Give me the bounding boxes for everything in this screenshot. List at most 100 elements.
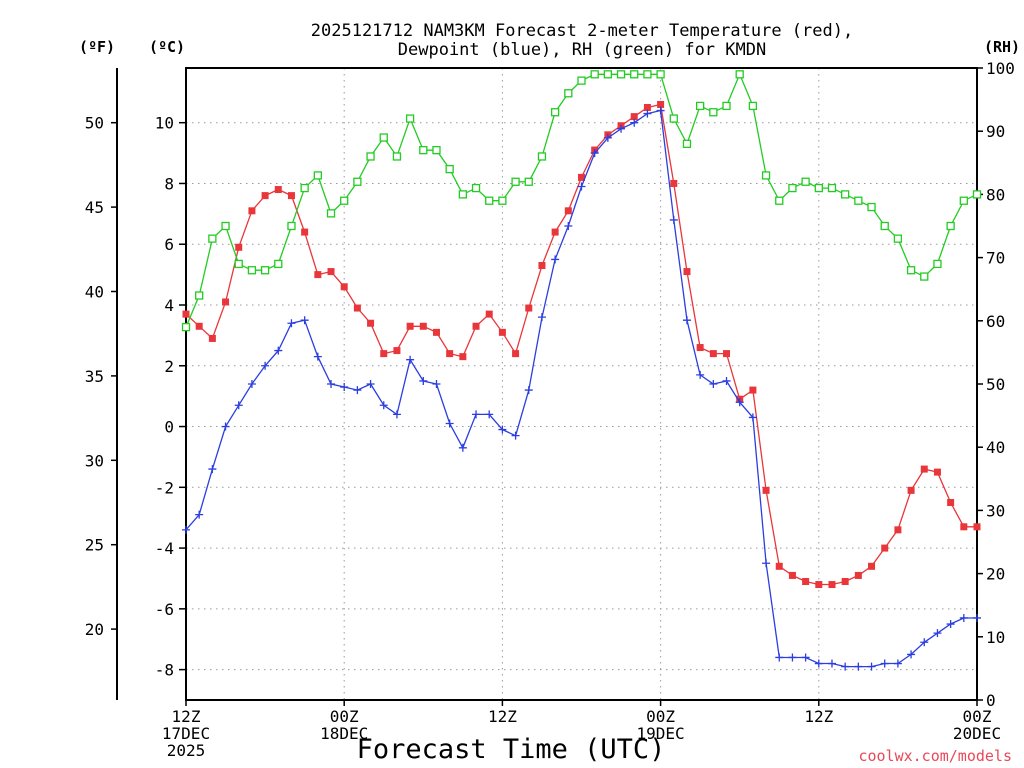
time-tick-label: 18DEC bbox=[320, 724, 368, 743]
rh-point bbox=[827, 183, 837, 193]
temperature-point bbox=[802, 578, 810, 585]
temperature-point bbox=[947, 499, 955, 506]
rh-point bbox=[274, 259, 283, 269]
temperature-point bbox=[643, 104, 651, 111]
dewpoint-point bbox=[801, 653, 810, 662]
rh-tick-label: 80 bbox=[986, 185, 1005, 204]
dewpoint-point bbox=[287, 319, 296, 328]
dewpoint-point bbox=[920, 638, 929, 647]
rh-point bbox=[419, 146, 428, 155]
rh-point bbox=[761, 171, 771, 180]
temperature-point bbox=[419, 322, 427, 330]
celsius-tick-label: 10 bbox=[155, 114, 174, 133]
temperature-point bbox=[485, 310, 493, 318]
rh-tick-label: 0 bbox=[986, 691, 996, 710]
dewpoint-point bbox=[524, 386, 533, 395]
rh-tick-label: 10 bbox=[986, 628, 1005, 647]
rh-point bbox=[630, 70, 639, 79]
temperature-point bbox=[432, 328, 440, 336]
plot-frame bbox=[185, 67, 978, 701]
temperature-point bbox=[657, 100, 665, 108]
temperature-point bbox=[235, 243, 243, 251]
dewpoint-point bbox=[933, 629, 942, 638]
dewpoint-point bbox=[656, 106, 665, 115]
temperature-point bbox=[182, 310, 190, 318]
dewpoint-point bbox=[630, 118, 639, 127]
dewpoint-point bbox=[709, 380, 718, 388]
rh-point bbox=[616, 70, 626, 79]
temperature-point bbox=[564, 207, 572, 215]
rh-tick-label: 100 bbox=[986, 59, 1015, 78]
time-tick-label: 19DEC bbox=[637, 724, 685, 743]
dewpoint-point bbox=[300, 316, 309, 325]
dewpoint-point bbox=[327, 380, 336, 388]
dewpoint-point bbox=[485, 410, 494, 419]
temperature-point bbox=[578, 173, 585, 181]
dewpoint-point bbox=[827, 659, 836, 668]
time-tick-label: 00Z bbox=[646, 707, 675, 726]
rh-point bbox=[920, 272, 929, 281]
dewpoint-point bbox=[221, 422, 230, 431]
rh-series bbox=[181, 70, 982, 332]
rh-unit-label: (RH) bbox=[984, 38, 1020, 56]
dewpoint-point bbox=[577, 182, 586, 191]
rh-point bbox=[405, 114, 415, 123]
temperature-point bbox=[973, 523, 981, 531]
temperature-point bbox=[881, 544, 889, 552]
rh-point bbox=[181, 322, 191, 332]
temperature-point bbox=[723, 350, 731, 358]
rh-point bbox=[709, 108, 718, 117]
time-tick-label: 2025 bbox=[167, 741, 206, 760]
temperature-point bbox=[683, 268, 691, 276]
rh-point bbox=[972, 190, 982, 199]
series-layer bbox=[181, 70, 982, 671]
rh-point bbox=[432, 146, 441, 155]
temperature-point bbox=[248, 207, 256, 215]
time-tick-label: 12Z bbox=[172, 707, 201, 726]
dewpoint-point bbox=[472, 410, 481, 419]
rh-point bbox=[603, 70, 613, 79]
time-tick-label: 00Z bbox=[330, 707, 359, 726]
rh-point bbox=[550, 108, 560, 117]
dewpoint-point bbox=[366, 380, 375, 388]
rh-point bbox=[788, 183, 797, 193]
rh-point bbox=[247, 266, 257, 275]
rh-point bbox=[313, 171, 322, 180]
rh-point bbox=[287, 221, 296, 231]
dewpoint-point bbox=[748, 413, 757, 422]
temperature-point bbox=[696, 344, 704, 352]
rh-point bbox=[643, 70, 652, 79]
dewpoint-point bbox=[867, 662, 876, 671]
temperature-point bbox=[498, 328, 506, 336]
rh-point bbox=[511, 177, 520, 186]
rh-point bbox=[471, 183, 481, 193]
dewpoint-point bbox=[893, 659, 902, 668]
rh-point bbox=[392, 152, 402, 161]
chart-title-line2: Dewpoint (blue), RH (green) for KMDN bbox=[398, 40, 766, 60]
rh-point bbox=[340, 196, 349, 205]
grid-lines bbox=[186, 68, 977, 700]
celsius-tick-label: -2 bbox=[155, 478, 174, 497]
temperature-point bbox=[630, 113, 638, 121]
temperature-point bbox=[340, 283, 348, 291]
temperature-point bbox=[380, 350, 388, 358]
rh-point bbox=[669, 114, 678, 123]
rh-point bbox=[893, 234, 903, 243]
rh-point bbox=[867, 202, 876, 212]
rh-point bbox=[775, 196, 784, 205]
dewpoint-point bbox=[498, 425, 507, 434]
temperature-point bbox=[709, 350, 717, 358]
rh-point bbox=[300, 183, 309, 193]
dewpoint-point bbox=[379, 401, 388, 410]
time-tick-label: 12Z bbox=[804, 707, 833, 726]
fahrenheit-tick-label: 35 bbox=[85, 367, 104, 386]
rh-tick-label: 20 bbox=[986, 565, 1005, 584]
fahrenheit-tick-label: 40 bbox=[85, 282, 104, 301]
dewpoint-point bbox=[432, 380, 441, 388]
celsius-tick-label: -6 bbox=[155, 600, 174, 619]
dewpoint-point bbox=[274, 346, 283, 355]
fahrenheit-unit-label: (ºF) bbox=[79, 38, 115, 56]
fahrenheit-axis: 20 25 30 35 40 45 50 bbox=[85, 114, 117, 639]
